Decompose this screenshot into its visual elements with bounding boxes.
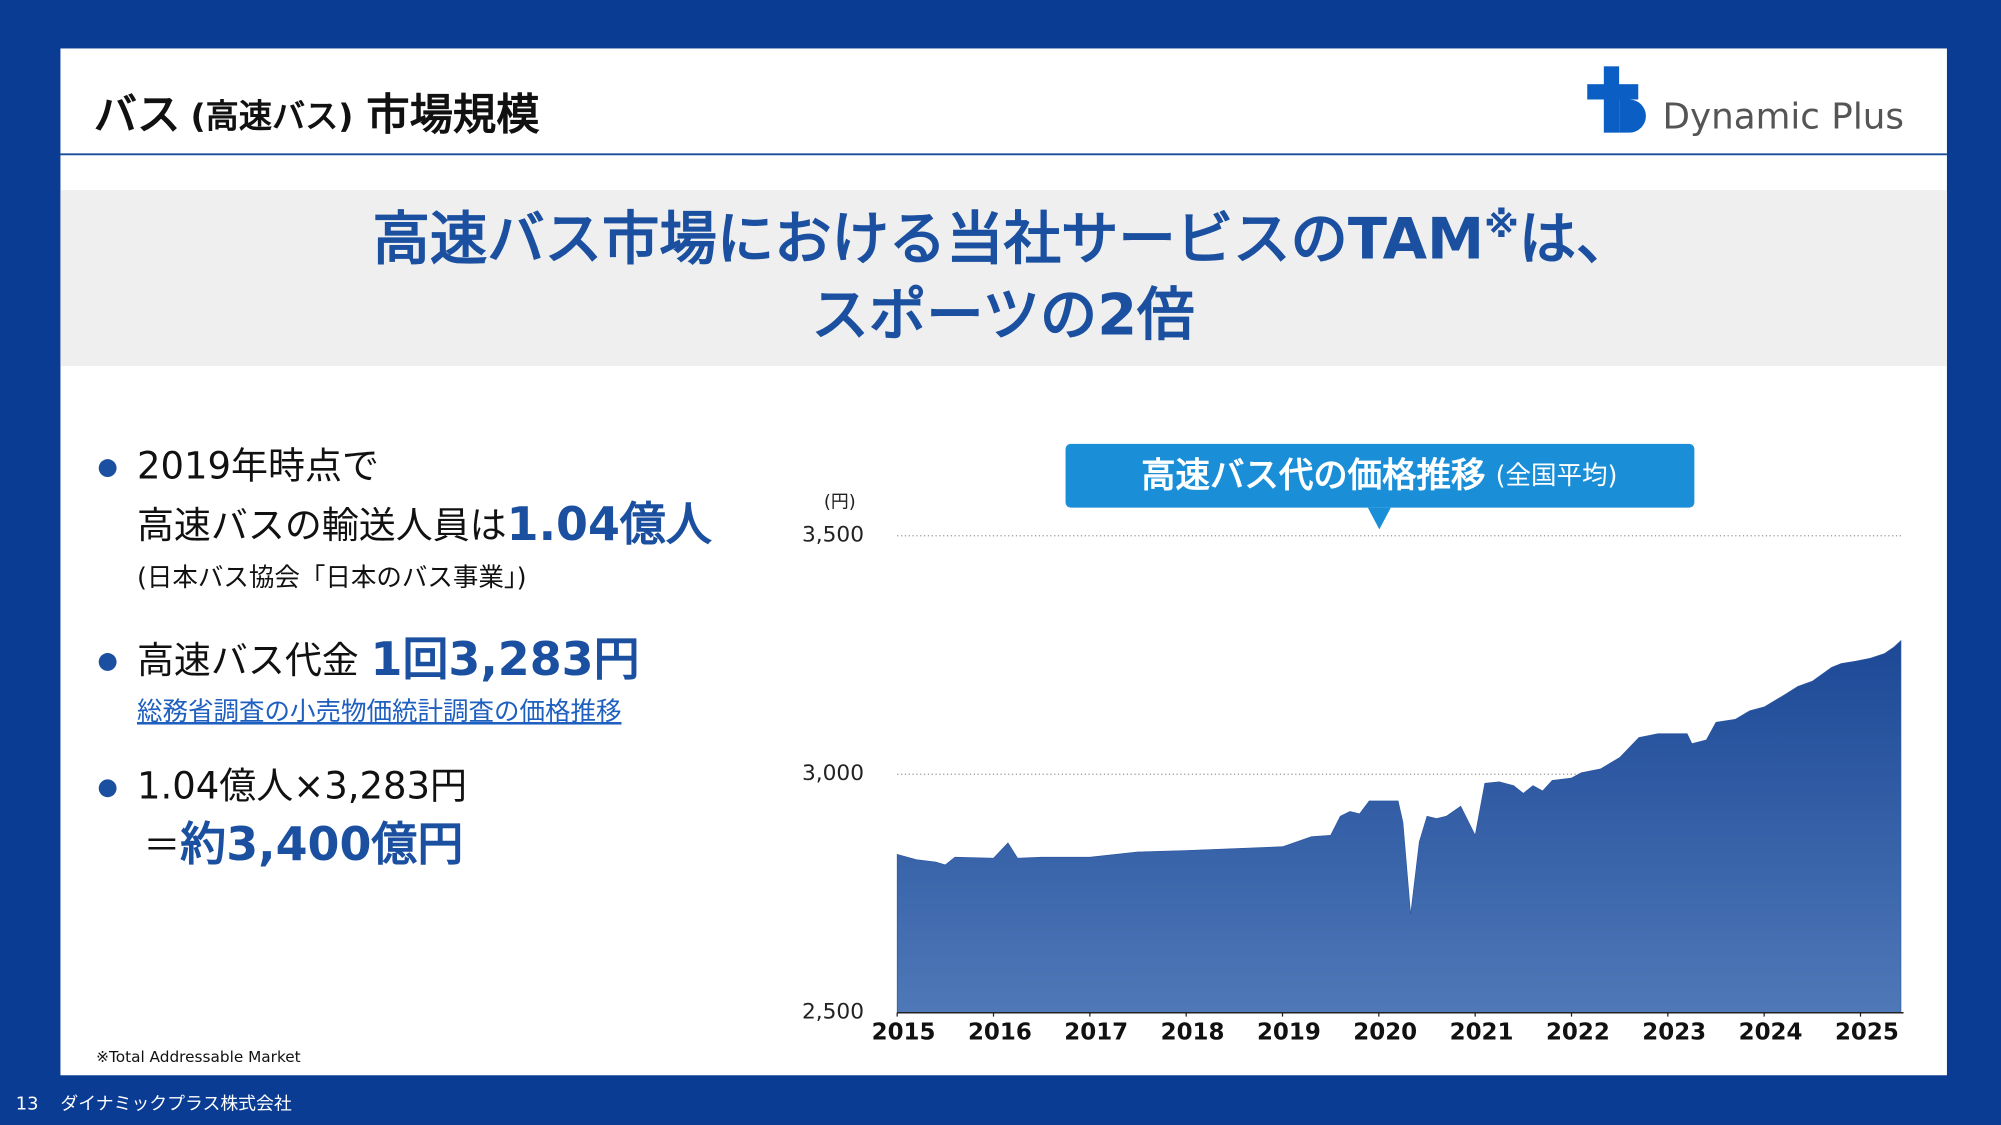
bullet-text: 2019年時点で xyxy=(137,445,379,488)
emphasis: 1.04億人 xyxy=(507,496,713,550)
chart-subtitle: (全国平均) xyxy=(1496,461,1618,491)
bullet-text: 高速バス代金 1回3,283円 xyxy=(137,631,640,685)
callout-pointer xyxy=(1367,507,1391,530)
x-tick-label: 2021 xyxy=(1450,1020,1514,1046)
logo-shape xyxy=(1619,99,1646,133)
y-axis-unit: (円) xyxy=(824,492,856,513)
headline-band xyxy=(60,190,1947,367)
x-tick-label: 2018 xyxy=(1161,1020,1225,1046)
page-number: 13 xyxy=(16,1094,39,1115)
bullet-dot xyxy=(98,653,117,671)
headline-text: 高速バス市場における当社サービスのTAM xyxy=(373,205,1485,272)
bullet-text: 1.04億人×3,283円 xyxy=(137,765,467,808)
headline-text: は、 xyxy=(1519,205,1634,272)
bullet-dot xyxy=(98,459,117,478)
bullet-text: ＝約3,400億円 xyxy=(143,816,463,870)
chart: 高速バス代の価格推移 (全国平均) (円) 2,500 3,000 3,500 2015… xyxy=(802,443,1904,1046)
text-run: 高速バス代金 xyxy=(137,638,371,681)
headline-mark: ※ xyxy=(1484,205,1519,246)
source-text: (日本バス協会「日本のバス事業」) xyxy=(137,563,527,593)
text-run: 高速バスの輸送人員は xyxy=(137,503,507,546)
bullet-text: 高速バスの輸送人員は1.04億人 xyxy=(137,496,713,550)
y-tick-label: 2,500 xyxy=(802,1000,864,1025)
bullet-dot xyxy=(98,779,117,798)
x-tick-label: 2023 xyxy=(1642,1020,1706,1046)
x-tick-label: 2016 xyxy=(968,1020,1032,1046)
logo: Dynamic Plus xyxy=(1587,66,1904,138)
x-tick-label: 2024 xyxy=(1739,1020,1803,1046)
x-tick-label: 2020 xyxy=(1353,1020,1417,1046)
headline: スポーツの2倍 xyxy=(812,281,1195,348)
emphasis: 約3,400億円 xyxy=(180,816,463,870)
logo-text: Dynamic Plus xyxy=(1662,97,1903,138)
footnote: ※Total Addressable Market xyxy=(96,1048,301,1066)
x-tick-label: 2015 xyxy=(872,1020,936,1046)
title-part: (高速バス) xyxy=(191,96,354,135)
x-tick-label: 2025 xyxy=(1835,1020,1899,1046)
chart-title-box xyxy=(1065,443,1695,508)
emphasis: 1回3,283円 xyxy=(371,631,640,685)
chart-title: 高速バス代の価格推移 xyxy=(1141,456,1485,496)
headline: 高速バス市場における当社サービスのTAM※は、 xyxy=(373,205,1634,272)
y-tick-label: 3,000 xyxy=(802,761,864,786)
price-area xyxy=(896,639,1902,1014)
company-name: ダイナミックプラス株式会社 xyxy=(60,1094,291,1115)
chart-title-line: 高速バス代の価格推移 (全国平均) xyxy=(1141,456,1617,496)
title-part: バス xyxy=(94,90,181,140)
title-part: 市場規模 xyxy=(366,90,540,140)
x-tick-label: 2019 xyxy=(1257,1020,1321,1046)
logo-shape xyxy=(1587,84,1639,100)
text-run: ＝ xyxy=(143,823,180,866)
y-tick-label: 3,500 xyxy=(802,523,864,548)
x-tick-label: 2022 xyxy=(1546,1020,1610,1046)
page-title: バス (高速バス) 市場規模 xyxy=(94,90,541,140)
source-link[interactable]: 総務省調査の小売物価統計調査の価格推移 xyxy=(137,697,622,727)
x-tick-label: 2017 xyxy=(1064,1020,1128,1046)
